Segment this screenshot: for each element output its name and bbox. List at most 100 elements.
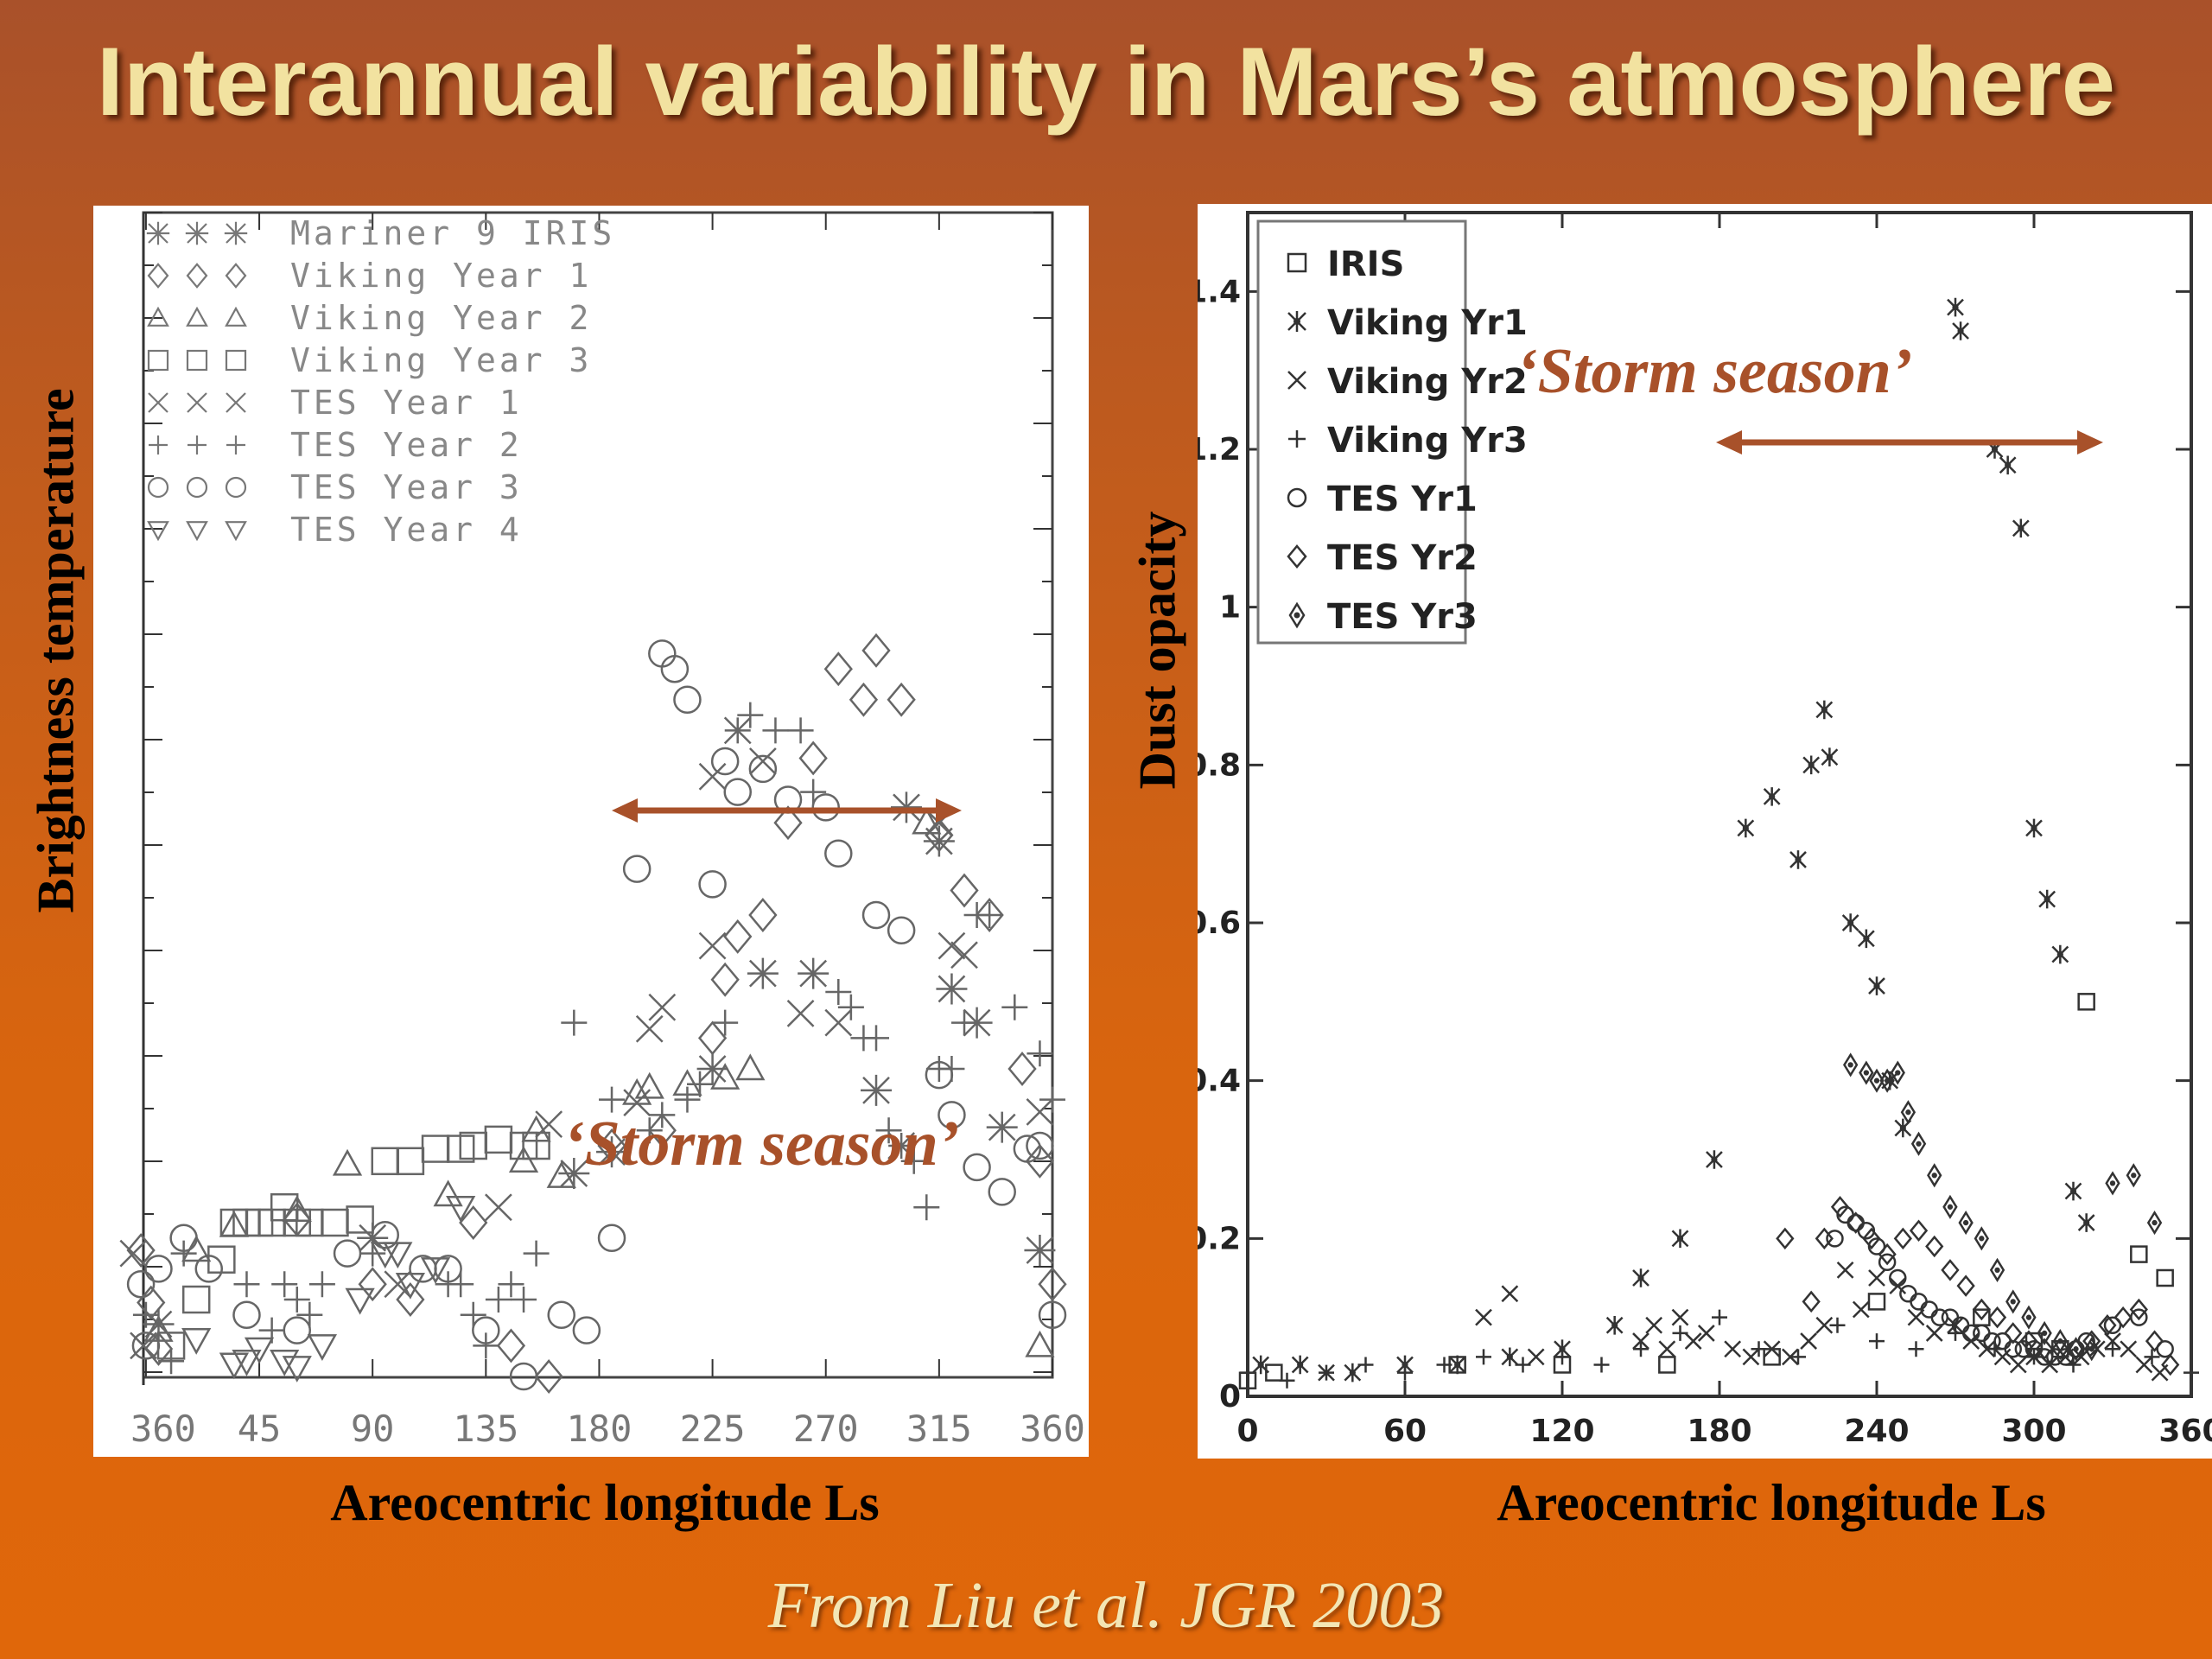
legend-marker-viking-year-1 — [147, 263, 169, 289]
right-point-viking-yr1-center — [2083, 1219, 2090, 1226]
left-point-tes-year-4 — [244, 1337, 275, 1364]
right-chart-svg: 0 0.2 0.4 0.6 0.8 1 1.2 1.4 0 60 120 180 240 300 360 IR… — [1198, 211, 2212, 1449]
left-point-tes-year-2 — [787, 717, 814, 744]
right-point-viking-yr2 — [1800, 1332, 1818, 1350]
right-x-tick-label: 120 — [1529, 1414, 1594, 1449]
right-point-viking-yr3 — [1633, 1341, 1649, 1357]
right-point-viking-yr1-center — [1559, 1345, 1566, 1352]
left-point-tes-year-2 — [460, 1301, 486, 1328]
left-point-viking-year-3 — [484, 1125, 513, 1154]
left-point-viking-year-3 — [396, 1147, 425, 1176]
legend-marker-viking-year-3 — [186, 349, 208, 372]
right-point-viking-yr1-center — [1991, 446, 1999, 453]
legend-label-iris: IRIS — [1327, 245, 1404, 284]
right-legend-box — [1256, 219, 1467, 645]
left-point-tes-year-3 — [371, 1220, 400, 1249]
left-point-tes-year-1 — [384, 1270, 412, 1299]
right-y-axis-label: Dust opacity — [1128, 511, 1186, 790]
left-point-viking-year-2 — [546, 1161, 576, 1188]
left-point-viking-year-3 — [522, 1131, 550, 1160]
right-point-tes-yr2 — [2004, 1322, 2023, 1344]
left-x-tick-label: 315 — [906, 1408, 972, 1450]
legend-marker-tes-yr3 — [1288, 601, 1306, 629]
left-point-tes-year-2 — [900, 1147, 927, 1174]
legend-label-viking-yr1: Viking Yr1 — [1327, 303, 1528, 343]
right-point-viking-yr3 — [2183, 1364, 2199, 1381]
right-point-viking-yr1-center — [1297, 1361, 1304, 1369]
right-point-tes-yr3 — [1989, 1257, 2005, 1282]
right-legend: IRIS Viking Yr1 Viking Yr2 Viking Yr3 TES Yr… — [1256, 219, 1528, 645]
right-point-viking-yr1-center — [2005, 461, 2012, 468]
legend-marker-viking-year-1 — [186, 263, 208, 289]
left-point-tes-year-2 — [863, 1025, 890, 1052]
left-point-viking-year-1 — [823, 652, 853, 687]
right-point-tes-yr3 — [1958, 1210, 1974, 1236]
left-point-viking-year-2 — [912, 807, 942, 835]
left-point-tes-year-2 — [951, 1009, 978, 1036]
right-point-tes-yr3 — [1927, 1163, 1942, 1188]
right-point-tes-yr1 — [1899, 1285, 1917, 1303]
right-point-tes-yr1 — [1983, 1332, 2001, 1351]
right-y-tick-label: 1.4 — [1198, 274, 1241, 309]
right-point-viking-yr1-center — [1847, 919, 1854, 926]
left-point-tes-year-3 — [698, 870, 727, 899]
right-point-viking-yr3 — [1515, 1357, 1531, 1373]
left-point-viking-year-3 — [181, 1285, 211, 1314]
left-point-tes-year-2 — [737, 702, 764, 728]
left-point-tes-year-2 — [132, 1301, 159, 1328]
right-point-tes-yr3-center — [2041, 1330, 2048, 1337]
legend-label-viking-yr2: Viking Yr2 — [1327, 362, 1528, 402]
left-point-tes-year-3 — [824, 839, 853, 868]
right-point-viking-yr2 — [1836, 1261, 1854, 1279]
legend-label-viking-year-3: Viking Year 3 — [290, 341, 592, 379]
left-point-tes-year-2 — [825, 979, 852, 1005]
left-point-tes-year-2 — [649, 1102, 676, 1128]
right-point-tes-yr3-center — [1895, 1070, 1901, 1076]
right-point-tes-yr1 — [2103, 1316, 2122, 1335]
left-point-viking-year-1 — [534, 1359, 563, 1394]
right-point-tes-yr3-center — [2109, 1180, 2116, 1186]
left-point-tes-year-2 — [800, 779, 827, 805]
legend-marker-viking-year-2 — [186, 306, 208, 327]
right-point-tes-yr3-center — [2131, 1173, 2137, 1179]
right-point-viking-yr2 — [2135, 1356, 2153, 1374]
left-point-viking-year-1 — [710, 962, 740, 997]
right-series-tes-yr3 — [1842, 1052, 2163, 1362]
left-point-tes-year-2 — [913, 1194, 940, 1221]
left-point-tes-year-2 — [599, 1086, 626, 1113]
right-point-tes-yr3-center — [2057, 1338, 2063, 1344]
left-point-tes-year-2 — [283, 1287, 310, 1313]
right-point-tes-yr1 — [1910, 1293, 1928, 1311]
right-y-tick-label: 1.2 — [1198, 432, 1241, 467]
left-point-tes-year-4 — [270, 1349, 300, 1376]
right-point-tes-yr2 — [1941, 1259, 1960, 1281]
left-point-tes-year-4 — [370, 1242, 400, 1269]
right-point-tes-yr1 — [1878, 1253, 1897, 1271]
right-point-viking-yr2 — [1475, 1308, 1492, 1326]
left-point-viking-year-1 — [950, 873, 979, 908]
left-point-viking-year-1 — [975, 898, 1004, 932]
left-point-tes-year-2 — [523, 1240, 550, 1267]
brightness-temperature-chart: 360 45 90 135 180 225 270 315 360 Mariner 9 IRIS V… — [93, 206, 1089, 1457]
right-point-tes-yr2 — [2129, 1298, 2148, 1321]
left-storm-arrow-head-right — [936, 798, 962, 823]
right-point-viking-yr1-center — [1899, 1124, 1906, 1132]
left-x-tick-label: 45 — [238, 1408, 282, 1450]
right-point-viking-yr2 — [1671, 1308, 1689, 1326]
right-axes — [1246, 211, 2193, 1398]
left-point-viking-year-2 — [1025, 1330, 1055, 1357]
right-point-tes-yr3-center — [1994, 1267, 2000, 1274]
right-point-iris — [2130, 1245, 2148, 1263]
left-x-tick-label: 360 — [130, 1408, 196, 1450]
left-series-tes-year-2 — [132, 702, 1065, 1375]
right-point-viking-yr2 — [1947, 1316, 1964, 1334]
left-point-viking-year-3 — [321, 1208, 349, 1237]
left-point-tes-year-1 — [938, 931, 966, 960]
left-x-tick-label: 135 — [453, 1408, 518, 1450]
left-point-tes-year-2 — [511, 1287, 537, 1313]
right-point-viking-yr1-center — [1454, 1361, 1461, 1369]
left-point-tes-year-1 — [535, 1110, 563, 1138]
legend-marker-tes-year-2 — [226, 435, 245, 454]
right-point-viking-yr2 — [1925, 1325, 1943, 1342]
right-point-iris — [2156, 1268, 2174, 1287]
